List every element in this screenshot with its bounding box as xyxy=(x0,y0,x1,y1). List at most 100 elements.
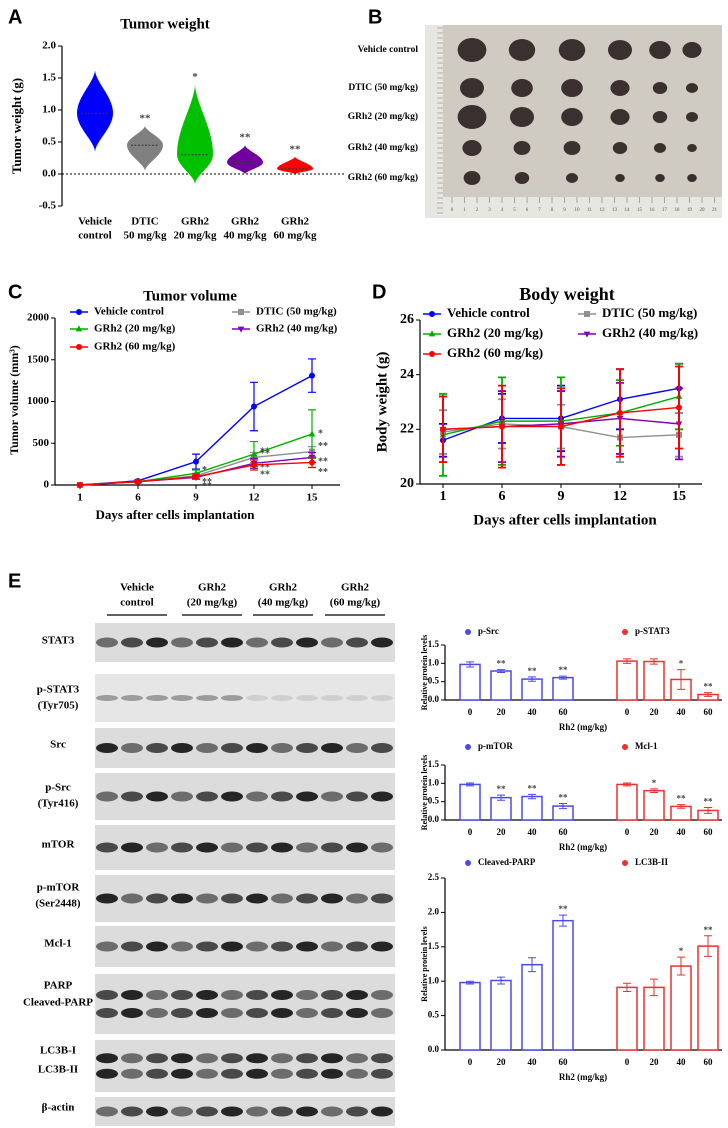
tumor xyxy=(514,172,530,184)
blot-band xyxy=(171,1068,193,1079)
blot-band xyxy=(246,990,268,1000)
legend-label: GRh2 (20 mg/kg) xyxy=(94,323,176,335)
x-tick-label: 40 xyxy=(677,1057,687,1067)
photo-row-label: GRh2 (20 mg/kg) xyxy=(348,111,418,122)
x-tick-label: 15 xyxy=(307,492,319,504)
y-tick-label: 1.0 xyxy=(428,975,440,985)
chart-title: Body weight xyxy=(519,284,615,304)
bar xyxy=(643,986,665,1051)
x-tick-label: 0 xyxy=(468,827,473,837)
y-tick-label: 1.5 xyxy=(428,639,440,649)
blot-band xyxy=(196,743,218,753)
blot-band xyxy=(221,842,243,853)
blot-band xyxy=(271,1106,293,1117)
violin xyxy=(177,84,213,184)
x-axis-label: Rh2 (mg/kg) xyxy=(559,1072,607,1082)
blot-band xyxy=(121,941,143,952)
blot-band xyxy=(296,941,318,952)
legend-marker xyxy=(429,351,435,357)
bar xyxy=(459,663,481,701)
y-tick-label: 1500 xyxy=(27,353,50,365)
blot-band xyxy=(196,695,218,701)
blot-band xyxy=(221,695,243,701)
blot-row-label: Mcl-1 xyxy=(44,938,71,950)
significance: ** xyxy=(318,441,328,452)
point xyxy=(193,473,199,480)
blot-band xyxy=(296,842,318,853)
significance: ** xyxy=(528,783,538,793)
x-tick-label: 60 xyxy=(704,707,714,717)
blot-band xyxy=(271,842,293,853)
blot-band xyxy=(296,1053,318,1064)
blot-band xyxy=(121,842,143,853)
blot-row-label: p-Src xyxy=(45,782,71,794)
tumor xyxy=(566,173,578,183)
ruler-label: 20 xyxy=(700,208,706,213)
blot-band xyxy=(221,990,243,1000)
tumor xyxy=(652,111,668,123)
blot-band xyxy=(196,1008,218,1018)
tumor xyxy=(687,144,697,152)
blot-row-label: Cleaved-PARP xyxy=(23,997,93,1009)
blot-row-label: PARP xyxy=(44,980,73,992)
blot-band xyxy=(96,990,118,1000)
blot-band xyxy=(271,1068,293,1079)
violin xyxy=(227,145,263,174)
x-tick-label: 0 xyxy=(468,707,473,717)
blot-band xyxy=(371,791,393,802)
blot-band xyxy=(246,695,268,701)
blot-band xyxy=(346,990,368,1000)
x-tick-label: 40 xyxy=(528,707,538,717)
x-tick-label: 20 xyxy=(650,707,660,717)
ruler-label: 3 xyxy=(488,208,491,213)
blot-band xyxy=(271,695,293,701)
blot-band xyxy=(171,637,193,648)
blot-band xyxy=(121,1068,143,1079)
blot-band xyxy=(346,893,368,904)
tumor xyxy=(655,174,665,182)
blot-band xyxy=(296,1008,318,1018)
error-bar xyxy=(559,914,567,927)
ruler-label: 2 xyxy=(476,208,479,213)
significance: ** xyxy=(140,113,152,125)
x-tick-label: 0 xyxy=(625,1057,630,1067)
y-tick-label: 20 xyxy=(400,476,414,491)
blot-band xyxy=(121,1008,143,1018)
bar xyxy=(616,986,638,1051)
tumor xyxy=(686,83,698,93)
blot-band xyxy=(121,695,143,701)
tumor xyxy=(457,38,487,62)
ruler-label: 1 xyxy=(463,208,466,213)
significance: ** xyxy=(202,477,212,488)
blot-band xyxy=(271,941,293,952)
blot-band xyxy=(271,990,293,1000)
legend-dot xyxy=(622,860,628,866)
blot-band xyxy=(346,791,368,802)
blot-band xyxy=(146,1053,168,1064)
blot-band xyxy=(246,1053,268,1064)
y-tick-label: 0.0 xyxy=(428,1044,440,1054)
tumor xyxy=(649,41,671,59)
point xyxy=(250,450,258,457)
x-tick-label: Vehicle xyxy=(78,216,112,228)
blot-band xyxy=(171,893,193,904)
blot-band xyxy=(171,791,193,802)
tumor xyxy=(654,143,666,153)
x-tick-label: 9 xyxy=(558,489,565,504)
blot-band xyxy=(171,743,193,753)
ruler-label: 10 xyxy=(575,208,581,213)
panel-letter: B xyxy=(368,6,382,28)
ruler-label: 18 xyxy=(675,208,681,213)
x-tick-label: 40 xyxy=(677,827,687,837)
legend-marker xyxy=(237,326,245,333)
blot-row-label: Src xyxy=(50,739,66,751)
significance: ** xyxy=(559,904,569,914)
blot-band xyxy=(221,743,243,753)
tumor xyxy=(610,109,630,125)
blot-band xyxy=(221,791,243,802)
significance: ** xyxy=(318,457,328,468)
tumor xyxy=(463,171,481,185)
x-tick-label: 40 xyxy=(528,1057,538,1067)
point xyxy=(499,423,505,430)
blot-band xyxy=(121,791,143,802)
